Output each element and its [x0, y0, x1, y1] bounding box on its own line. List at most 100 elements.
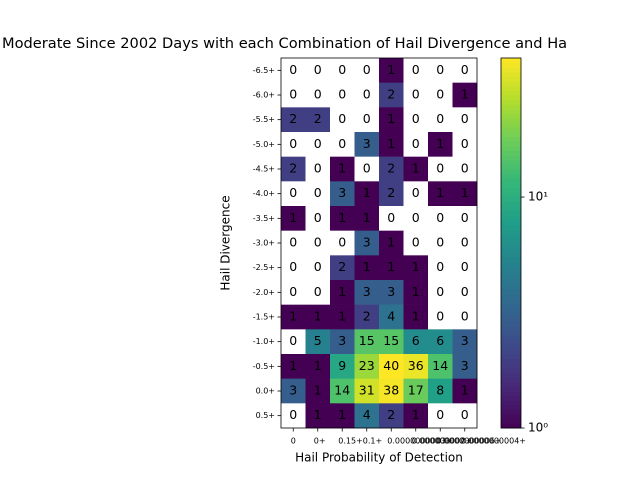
heatmap-cell [403, 354, 429, 379]
colorbar-segment [501, 229, 521, 235]
cell-label: 0 [314, 259, 322, 274]
heatmap-cell [330, 354, 355, 379]
cell-label: 0 [436, 87, 444, 102]
heatmap-cell [330, 403, 355, 429]
colorbar-segment [501, 344, 521, 350]
heatmap-cell [452, 304, 478, 330]
heatmap-cell [403, 280, 429, 305]
cell-label: 1 [314, 407, 322, 422]
heatmap-cell [428, 181, 453, 207]
heatmap-cell [330, 378, 355, 404]
heatmap-cell [403, 255, 429, 281]
heatmap-cell [354, 354, 380, 379]
y-tick-label: -1.5+ [253, 313, 275, 322]
heatmap-cell [452, 378, 478, 404]
cell-label: 9 [338, 358, 346, 373]
heatmap-cell [330, 181, 355, 207]
heatmap-cell [281, 378, 306, 404]
x-axis-label: Hail Probability of Detection [295, 451, 463, 465]
cell-label: 4 [363, 407, 371, 422]
heatmap-cell [281, 107, 306, 133]
colorbar-segment [501, 141, 521, 147]
heatmap-cell [452, 403, 478, 429]
heatmap-cell [330, 255, 355, 281]
cell-label: 0 [289, 87, 297, 102]
cell-label: 1 [412, 284, 420, 299]
colorbar-segment [501, 414, 521, 420]
colorbar-segment [501, 132, 521, 138]
cell-label: 4 [387, 309, 395, 324]
colorbar-segment [501, 326, 521, 332]
colorbar-segment [501, 377, 521, 383]
x-tick-label: 0.1+ [363, 437, 382, 446]
colorbar-segment [501, 169, 521, 175]
cell-label: 0 [314, 210, 322, 225]
heatmap-cell [428, 107, 453, 133]
cell-label: 1 [363, 210, 371, 225]
cell-label: 1 [314, 358, 322, 373]
colorbar-segment [501, 187, 521, 193]
x-tick-label: 0.0000000006+ [436, 437, 501, 446]
colorbar-segment [501, 270, 521, 276]
cell-label: 0 [314, 284, 322, 299]
cell-label: 2 [289, 161, 297, 176]
colorbar-segment [501, 71, 521, 77]
heatmap-cell [305, 280, 331, 305]
heatmap-cell [379, 255, 404, 281]
y-tick-label: -0.5+ [253, 362, 275, 371]
cell-label: 15 [359, 333, 375, 348]
colorbar-segment [501, 312, 521, 318]
heatmap-cell [305, 329, 331, 355]
heatmap-cell [354, 304, 380, 330]
cell-label: 3 [363, 284, 371, 299]
colorbar-segment [501, 164, 521, 170]
cell-label: 0 [461, 284, 469, 299]
colorbar-segment [501, 284, 521, 290]
cell-label: 0 [363, 111, 371, 126]
colorbar-segment [501, 201, 521, 207]
x-tick-label: 0 [291, 437, 296, 446]
cell-label: 0 [412, 136, 420, 151]
cell-label: 1 [338, 284, 346, 299]
colorbar-segment [501, 298, 521, 304]
colorbar-segment [501, 58, 521, 64]
heatmap-cell [428, 230, 453, 256]
colorbar-segment [501, 275, 521, 281]
heatmap-cell [452, 181, 478, 207]
cell-label: 2 [387, 161, 395, 176]
y-tick-label: -3.5+ [253, 214, 275, 223]
heatmap-cell [452, 329, 478, 355]
colorbar-segment [501, 76, 521, 82]
cell-label: 2 [387, 407, 395, 422]
heatmap-cell [330, 132, 355, 157]
heatmap-cell [428, 82, 453, 108]
heatmap-cell [354, 230, 380, 256]
colorbar-segment [501, 358, 521, 364]
cell-label: 23 [359, 358, 375, 373]
cell-label: 2 [289, 111, 297, 126]
cell-label: 14 [334, 383, 350, 398]
heatmap-cell [403, 329, 429, 355]
y-tick-label: 0.0+ [256, 387, 275, 396]
colorbar-tick-label: 10⁰ [528, 421, 548, 435]
heatmap-cell [379, 230, 404, 256]
cell-label: 0 [314, 235, 322, 250]
colorbar-segment [501, 136, 521, 142]
cell-label: 0 [436, 309, 444, 324]
cell-label: 3 [461, 333, 469, 348]
heatmap-cell [379, 280, 404, 305]
cell-label: 0 [412, 210, 420, 225]
heatmap-cell [354, 280, 380, 305]
cell-label: 1 [387, 235, 395, 250]
cell-label: 1 [387, 111, 395, 126]
heatmap-cell [428, 58, 453, 83]
colorbar-segment [501, 307, 521, 313]
heatmap-cell [330, 329, 355, 355]
heatmap-cell [305, 82, 331, 108]
colorbar-segment [501, 252, 521, 258]
cell-label: 0 [289, 185, 297, 200]
heatmap-cell [403, 82, 429, 108]
heatmap-cell [305, 132, 331, 157]
cell-label: 0 [436, 111, 444, 126]
cell-label: 1 [338, 407, 346, 422]
